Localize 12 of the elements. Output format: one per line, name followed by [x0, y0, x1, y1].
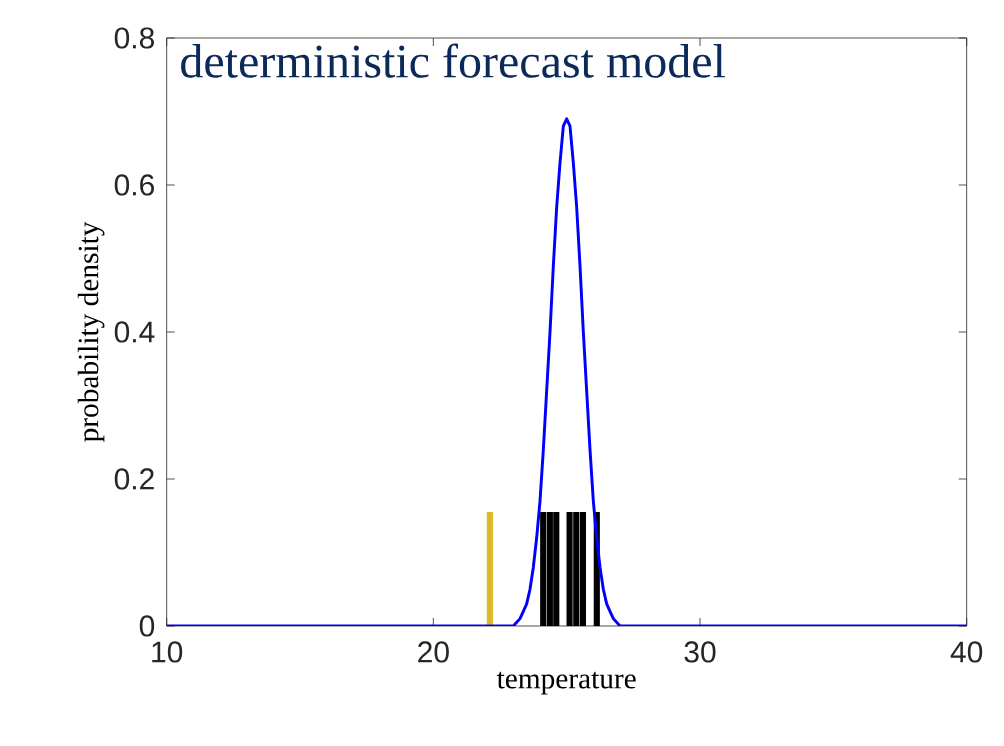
y-tick-label: 0.4: [114, 321, 155, 343]
x-tick-label: 40: [950, 641, 983, 663]
y-tick-label: 0.8: [114, 27, 154, 49]
y-tick-label: 0: [139, 615, 155, 637]
y-tick-label: 0.6: [114, 174, 154, 196]
x-tick-label: 10: [152, 641, 183, 663]
y-tick-label: 0.2: [114, 468, 154, 490]
x-tick-label: 30: [684, 641, 716, 663]
x-tick-label: 20: [418, 641, 449, 663]
y-axis-title: probability density: [77, 221, 105, 442]
x-axis-title: temperature: [496, 671, 636, 695]
chart-title: deterministic forecast model: [181, 43, 725, 78]
